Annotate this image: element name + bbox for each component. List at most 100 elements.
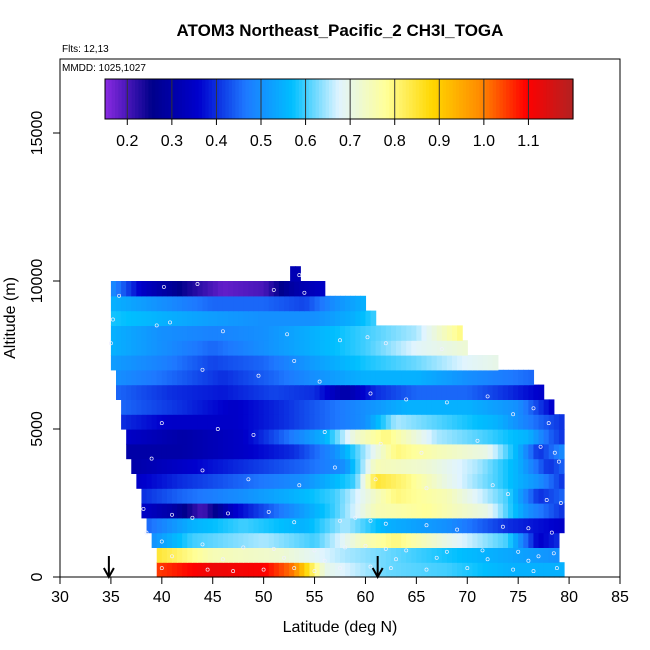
heatmap-cell [497, 547, 504, 563]
heatmap-cell [345, 488, 351, 504]
heatmap-cell [528, 429, 535, 445]
heatmap-cell [477, 503, 484, 519]
altitude-band [146, 517, 565, 534]
heatmap-cell [487, 355, 494, 371]
sample-point [271, 546, 276, 551]
heatmap-cell [284, 547, 290, 563]
heatmap-cell [121, 281, 127, 297]
sample-point [190, 515, 195, 520]
heatmap-cell [324, 399, 331, 415]
heatmap-cell [222, 295, 229, 312]
heatmap-cell [263, 295, 270, 312]
heatmap-cell [340, 488, 346, 504]
heatmap-cell [197, 369, 204, 386]
colorbar-swatch [516, 79, 521, 119]
x-tick-label: 45 [204, 589, 222, 606]
heatmap-cell [233, 562, 239, 578]
heatmap-cell [278, 369, 285, 386]
heatmap-cell [278, 429, 285, 445]
heatmap-cell [314, 414, 321, 430]
altitude-band [290, 266, 301, 282]
heatmap-cell [233, 429, 239, 445]
colorbar-swatch [335, 79, 340, 119]
colorbar-swatch [472, 79, 477, 119]
heatmap-cell [304, 547, 311, 563]
heatmap-cell [131, 281, 137, 297]
heatmap-cell [273, 443, 280, 460]
colorbar-tick-label: 1.1 [517, 133, 539, 150]
heatmap-cell [263, 384, 270, 400]
colorbar-swatch [105, 79, 109, 119]
heatmap-cell [161, 310, 168, 326]
heatmap-cell [360, 429, 367, 445]
heatmap-cell [558, 443, 565, 460]
heatmap-cell [116, 355, 122, 371]
heatmap-cell [289, 281, 295, 297]
colorbar-swatch [115, 79, 119, 119]
heatmap-cell [309, 414, 316, 430]
heatmap-cell [161, 369, 168, 386]
colorbar-swatch [201, 79, 206, 119]
heatmap-cell [431, 473, 438, 489]
heatmap-cell [131, 355, 137, 371]
heatmap-cell [212, 310, 219, 326]
heatmap-cell [309, 295, 316, 312]
heatmap-cell [401, 562, 407, 578]
heatmap-cell [202, 340, 209, 356]
heatmap-cell [192, 325, 199, 341]
heatmap-cell [172, 429, 178, 445]
heatmap-cell [416, 429, 423, 445]
altitude-band [110, 295, 367, 312]
heatmap-cell [243, 547, 249, 563]
colorbar-swatch [322, 79, 327, 119]
heatmap-cell [558, 414, 565, 430]
heatmap-cell [304, 443, 311, 460]
heatmap-cell [538, 562, 545, 578]
heatmap-cell [248, 473, 255, 489]
heatmap-cell [380, 429, 387, 445]
altitude-band [136, 473, 565, 489]
heatmap-cell [441, 562, 448, 578]
heatmap-cell [502, 503, 509, 519]
heatmap-cell [467, 517, 473, 534]
heatmap-cell [177, 310, 183, 326]
colorbar-swatch [365, 79, 370, 119]
heatmap-cell [202, 310, 209, 326]
heatmap-cell [416, 547, 423, 563]
heatmap-cell [177, 384, 183, 400]
heatmap-cell [329, 473, 336, 489]
heatmap-cell [197, 325, 204, 341]
heatmap-cell [166, 295, 173, 312]
heatmap-cell [390, 517, 397, 534]
heatmap-cell [289, 488, 295, 504]
heatmap-cell [202, 325, 209, 341]
heatmap-cell [380, 503, 387, 519]
heatmap-cell [284, 355, 290, 371]
heatmap-cell [401, 443, 407, 460]
heatmap-cell [273, 532, 280, 548]
altitude-band [156, 547, 560, 563]
heatmap-cell [477, 532, 484, 548]
heatmap-cell [233, 532, 239, 548]
heatmap-cell [406, 458, 412, 474]
colorbar-frame [104, 78, 574, 120]
heatmap-cell [217, 547, 224, 563]
heatmap-cell [290, 266, 296, 282]
heatmap-cell [192, 414, 199, 430]
heatmap-cell [518, 517, 524, 534]
heatmap-cell [314, 369, 321, 386]
heatmap-cell [258, 517, 265, 534]
heatmap-cell [513, 517, 519, 534]
heatmap-cell [110, 281, 117, 297]
dates-annotation: MMDD: 1025,1027 [62, 63, 146, 74]
heatmap-cell [177, 562, 183, 578]
heatmap-cell [365, 340, 372, 356]
heatmap-cell [228, 325, 234, 341]
heatmap-cell [187, 503, 193, 519]
heatmap-cell [228, 547, 234, 563]
heatmap-cell [212, 340, 219, 356]
heatmap-cell [350, 384, 356, 400]
heatmap-cell [543, 532, 550, 548]
heatmap-cell [217, 281, 224, 297]
heatmap-cell [278, 310, 285, 326]
